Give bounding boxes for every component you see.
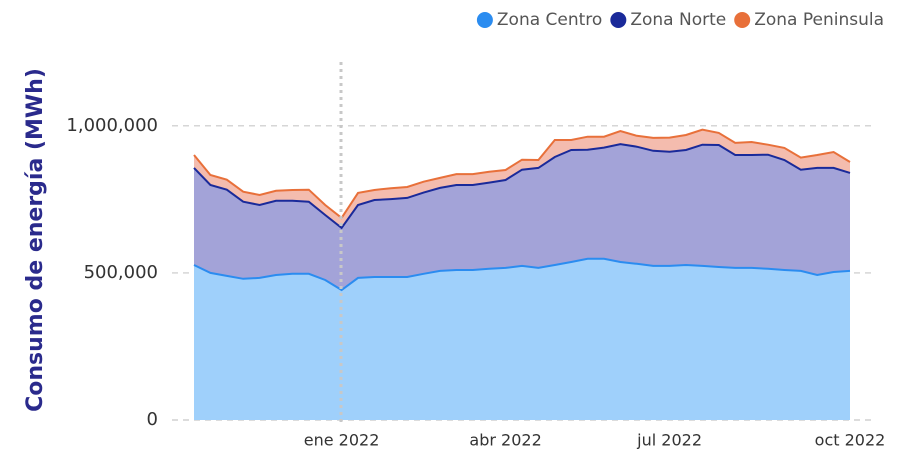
area-line (193, 128, 851, 220)
y-tick-label: 500,000 (84, 262, 158, 283)
x-tick-label: jul 2022 (636, 431, 702, 450)
areas (193, 128, 851, 420)
x-tick-label: ene 2022 (304, 431, 380, 450)
y-tick-label: 1,000,000 (66, 115, 158, 136)
legend-marker (610, 12, 627, 28)
legend-marker (734, 12, 751, 28)
area (194, 129, 850, 228)
area-line (193, 257, 851, 292)
x-tick-label: abr 2022 (469, 431, 541, 450)
y-tick-label: 0 (147, 409, 158, 430)
legend-label: Zona Peninsula (754, 10, 884, 30)
y-axis-label: Consumo de energía (MWh) (23, 68, 48, 412)
area-line (193, 143, 851, 230)
legend-label: Zona Norte (630, 10, 726, 30)
x-tick-label: oct 2022 (815, 431, 886, 450)
legend-label: Zona Centro (497, 10, 602, 30)
area (194, 258, 850, 420)
area (194, 144, 850, 290)
legend-marker (476, 12, 493, 28)
